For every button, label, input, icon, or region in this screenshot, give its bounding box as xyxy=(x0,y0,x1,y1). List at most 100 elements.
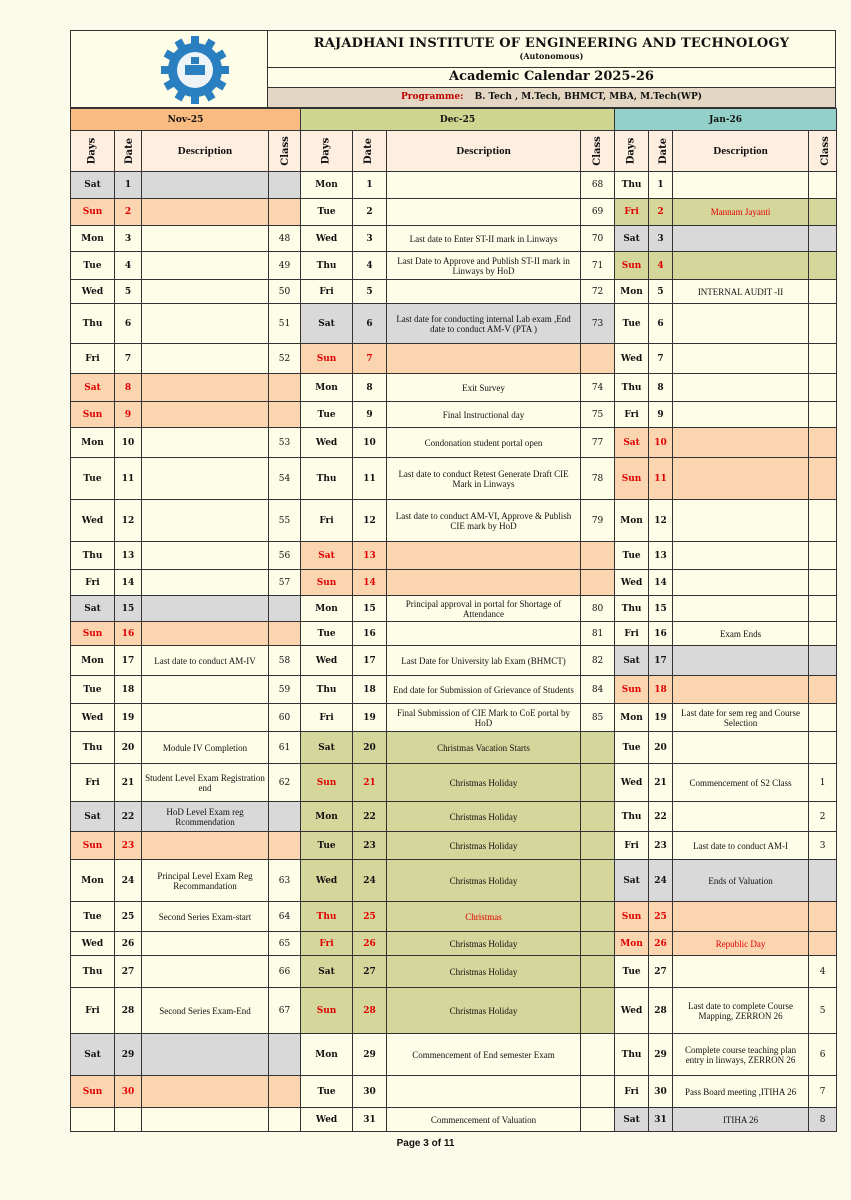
nov-description-cell xyxy=(141,1033,269,1076)
dec-description-cell: Christmas Holiday xyxy=(386,931,582,956)
date-header-text: Date xyxy=(363,137,375,165)
nov-class-count-cell xyxy=(267,198,302,226)
calendar-row: Sat 8 Mon 8 Exit Survey 74 Thu 8 xyxy=(70,373,838,402)
nov-class-count-cell xyxy=(267,171,302,199)
dec-class-count-cell: 84 xyxy=(580,675,616,704)
jan-class-count-cell: 6 xyxy=(808,1033,838,1076)
nov-date-cell: 1 xyxy=(114,171,142,199)
jan-day-cell: Wed xyxy=(614,763,650,802)
empty-cell xyxy=(114,1107,142,1132)
calendar-row: Tue 4 49 Thu 4 Last Date to Approve and Publi… xyxy=(70,251,838,280)
days-header-text: Days xyxy=(86,137,98,165)
calendar-header: RAJADHANI INSTITUTE OF ENGINEERING AND T… xyxy=(70,30,836,108)
dec-day-cell: Sat xyxy=(300,731,354,764)
jan-date-cell: 14 xyxy=(648,569,674,596)
nov-date-cell: 22 xyxy=(114,801,142,832)
logo-area xyxy=(71,31,268,107)
jan-class-count-cell xyxy=(808,859,838,902)
jan-day-cell: Sun xyxy=(614,675,650,704)
dec-date-cell: 2 xyxy=(352,198,388,226)
jan-day-cell: Tue xyxy=(614,303,650,344)
jan-description-cell: Mannam Jayanti xyxy=(672,198,810,226)
jan-day-cell: Thu xyxy=(614,595,650,622)
jan-date-cell: 30 xyxy=(648,1075,674,1108)
dec-description-cell: Last date to conduct AM-VI, Approve & Pu… xyxy=(386,499,582,542)
nov-date-cell: 24 xyxy=(114,859,142,902)
dec-date-cell: 27 xyxy=(352,955,388,988)
jan-description-cell: Last date for sem reg and Course Selecti… xyxy=(672,703,810,732)
dec-day-cell: Sat xyxy=(300,955,354,988)
dec-class-count-cell: 69 xyxy=(580,198,616,226)
dec-description-cell: Christmas Holiday xyxy=(386,801,582,832)
dec-class-count-cell xyxy=(580,955,616,988)
jan-date-cell: 31 xyxy=(648,1107,674,1132)
jan-day-cell: Thu xyxy=(614,801,650,832)
calendar-row: Mon 17 Last date to conduct AM-IV 58 Wed 17 La… xyxy=(70,645,838,676)
jan-date-cell: 21 xyxy=(648,763,674,802)
jan-date-cell: 23 xyxy=(648,831,674,860)
jan-day-cell: Thu xyxy=(614,171,650,199)
dec-date-cell: 17 xyxy=(352,645,388,676)
jan-description-cell: Last date to conduct AM-I xyxy=(672,831,810,860)
calendar-table: Nov-25 Dec-25 Jan-26 Days Date Description Cla… xyxy=(69,108,838,1132)
nov-description-cell xyxy=(141,621,269,646)
jan-date-cell: 29 xyxy=(648,1033,674,1076)
jan-date-cell: 18 xyxy=(648,675,674,704)
dec-description-cell xyxy=(386,279,582,304)
dec-date-cell: 30 xyxy=(352,1075,388,1108)
calendar-row: Thu 6 51 Sat 6 Last date for conducting inter… xyxy=(70,303,838,344)
dec-class-count-cell: 78 xyxy=(580,457,616,500)
dec-description-cell xyxy=(386,171,582,199)
nov-date-cell: 23 xyxy=(114,831,142,860)
dec-day-cell: Thu xyxy=(300,675,354,704)
nov-date-cell: 4 xyxy=(114,251,142,280)
calendar-row: Sun 9 Tue 9 Final Instructional day 75 Fri 9 xyxy=(70,401,838,428)
jan-class-count-cell xyxy=(808,198,838,226)
jan-description-cell: Commencement of S2 Class xyxy=(672,763,810,802)
nov-class-count-cell xyxy=(267,1033,302,1076)
jan-day-cell: Fri xyxy=(614,831,650,860)
jan-day-cell: Wed xyxy=(614,987,650,1034)
jan-date-cell: 20 xyxy=(648,731,674,764)
jan-date-cell: 13 xyxy=(648,541,674,570)
jan-day-cell: Mon xyxy=(614,703,650,732)
nov-date-cell: 10 xyxy=(114,427,142,458)
nov-day-cell: Sun xyxy=(70,198,115,226)
nov-class-count-cell: 54 xyxy=(267,457,302,500)
dec-class-count-cell: 73 xyxy=(580,303,616,344)
dec-day-cell: Tue xyxy=(300,831,354,860)
jan-class-count-cell xyxy=(808,427,838,458)
calendar-row: Tue 11 54 Thu 11 Last date to conduct Retest … xyxy=(70,457,838,500)
dec-description-cell: Christmas Holiday xyxy=(386,955,582,988)
dec-class-count-cell xyxy=(580,343,616,374)
dec-date-cell: 14 xyxy=(352,569,388,596)
calendar-row: Mon 10 53 Wed 10 Condonation student portal o… xyxy=(70,427,838,458)
jan-date-cell: 5 xyxy=(648,279,674,304)
nov-description-cell xyxy=(141,703,269,732)
nov-class-count-cell xyxy=(267,595,302,622)
class-header-text: Class xyxy=(279,136,291,166)
nov-day-cell: Sun xyxy=(70,1075,115,1108)
nov-day-cell: Fri xyxy=(70,343,115,374)
nov-class-count-cell: 49 xyxy=(267,251,302,280)
dec-description-cell: Christmas Holiday xyxy=(386,859,582,902)
jan-class-count-cell xyxy=(808,343,838,374)
dec-description-cell: Commencement of Valuation xyxy=(386,1107,582,1132)
nov-date-cell: 16 xyxy=(114,621,142,646)
jan-description-cell: Pass Board meeting ,ITIHA 26 xyxy=(672,1075,810,1108)
jan-date-cell: 17 xyxy=(648,645,674,676)
nov-day-cell: Fri xyxy=(70,569,115,596)
jan-day-cell: Sun xyxy=(614,251,650,280)
nov-date-cell: 11 xyxy=(114,457,142,500)
nov-day-cell: Sat xyxy=(70,1033,115,1076)
dec-date-cell: 24 xyxy=(352,859,388,902)
jan-class-count-cell xyxy=(808,645,838,676)
nov-description-cell: Last date to conduct AM-IV xyxy=(141,645,269,676)
dec-day-cell: Thu xyxy=(300,457,354,500)
jan-date-cell: 9 xyxy=(648,401,674,428)
jan-date-cell: 10 xyxy=(648,427,674,458)
jan-date-cell: 1 xyxy=(648,171,674,199)
nov-date-cell: 2 xyxy=(114,198,142,226)
nov-class-count-cell xyxy=(267,1075,302,1108)
jan-day-cell: Wed xyxy=(614,343,650,374)
